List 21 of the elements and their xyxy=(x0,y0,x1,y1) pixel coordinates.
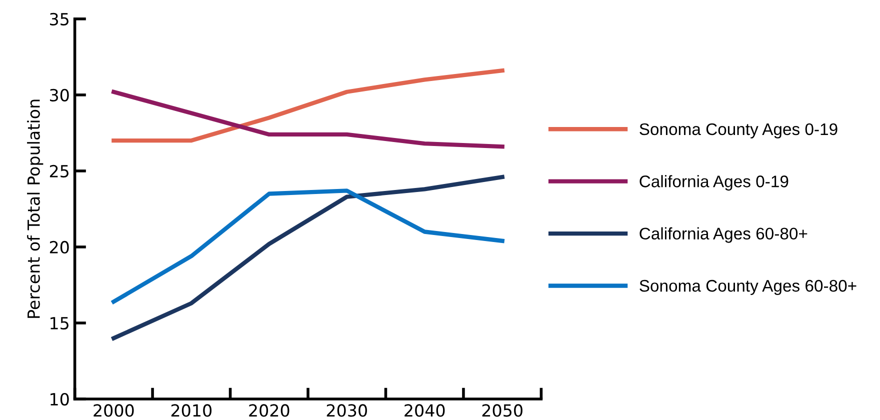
line-series xyxy=(112,174,504,340)
x-tick-label: 2030 xyxy=(326,404,367,417)
y-tick-label: 15 xyxy=(50,317,68,330)
line-series xyxy=(112,188,504,304)
x-tick-label: 2010 xyxy=(171,404,212,417)
y-axis-title: Percent of Total Population xyxy=(27,100,44,318)
line-series xyxy=(112,68,504,143)
y-tick-label: 10 xyxy=(50,392,69,406)
line-series xyxy=(112,90,504,149)
legend-label: California Ages 0-19 xyxy=(640,175,788,191)
x-tick-label: 2000 xyxy=(94,404,134,417)
y-tick-label: 25 xyxy=(50,164,68,178)
x-tick-label: 2020 xyxy=(249,404,290,417)
x-tick-label: 2050 xyxy=(482,404,522,417)
x-tick-label: 2040 xyxy=(404,404,445,417)
y-tick-label: 20 xyxy=(50,240,69,254)
legend-label: California Ages 60-80+ xyxy=(640,227,808,243)
y-tick-label: 35 xyxy=(50,12,68,26)
y-tick-label: 30 xyxy=(50,88,69,102)
legend-label: Sonoma County Ages 60-80+ xyxy=(640,280,856,296)
legend-label: Sonoma County Ages 0-19 xyxy=(640,123,838,138)
